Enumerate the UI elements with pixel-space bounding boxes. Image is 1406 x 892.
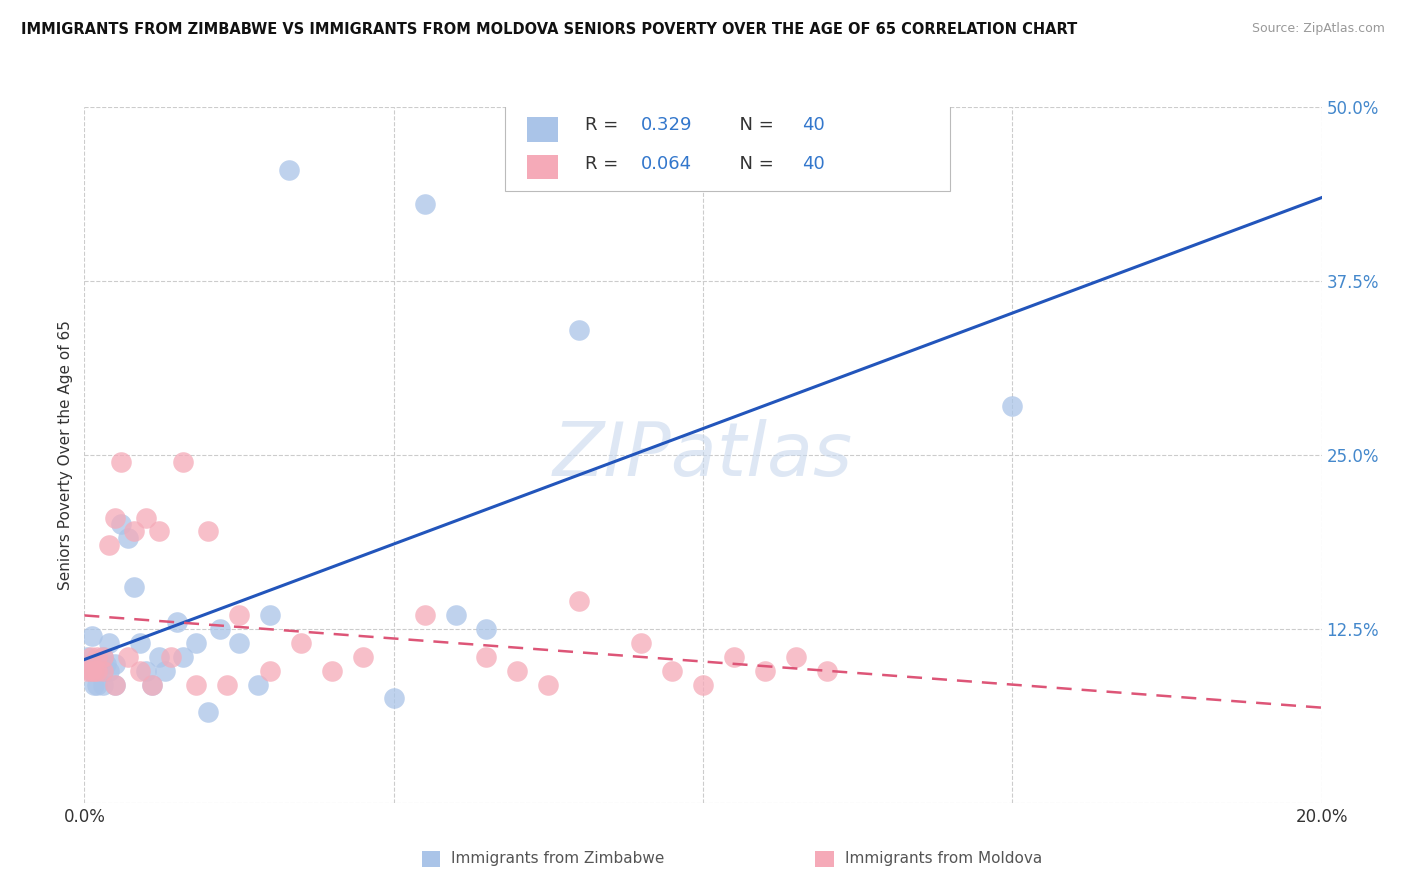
Point	[815, 664, 838, 678]
Point	[129, 636, 152, 650]
FancyBboxPatch shape	[505, 96, 950, 191]
Point	[86, 664, 108, 678]
Text: ZIPatlas: ZIPatlas	[553, 419, 853, 491]
Point	[444, 607, 467, 622]
Point	[122, 524, 145, 539]
Point	[197, 706, 219, 720]
Point	[160, 649, 183, 664]
Text: 40: 40	[801, 155, 825, 173]
Point	[506, 664, 529, 678]
Point	[122, 580, 145, 594]
Point	[86, 677, 108, 691]
Point	[568, 323, 591, 337]
Text: Immigrants from Moldova: Immigrants from Moldova	[845, 852, 1042, 866]
Point	[89, 657, 111, 671]
Point	[166, 615, 188, 629]
Point	[104, 657, 127, 671]
Point	[228, 636, 250, 650]
Point	[630, 636, 652, 650]
Point	[83, 677, 105, 691]
Point	[785, 649, 807, 664]
Text: N =: N =	[728, 116, 779, 134]
Point	[172, 649, 194, 664]
Point	[110, 455, 132, 469]
Point	[91, 664, 114, 678]
Point	[104, 677, 127, 691]
Point	[83, 664, 105, 678]
Point	[148, 649, 170, 664]
Point	[117, 649, 139, 664]
Point	[79, 649, 101, 664]
Point	[104, 510, 127, 524]
Point	[86, 649, 108, 664]
Text: IMMIGRANTS FROM ZIMBABWE VS IMMIGRANTS FROM MOLDOVA SENIORS POVERTY OVER THE AGE: IMMIGRANTS FROM ZIMBABWE VS IMMIGRANTS F…	[21, 22, 1077, 37]
Point	[277, 162, 299, 177]
Point	[184, 636, 207, 650]
Point	[80, 629, 103, 643]
Point	[246, 677, 269, 691]
Text: Source: ZipAtlas.com: Source: ZipAtlas.com	[1251, 22, 1385, 36]
Point	[1001, 399, 1024, 413]
Point	[141, 677, 163, 691]
Point	[141, 677, 163, 691]
Text: N =: N =	[728, 155, 779, 173]
Point	[79, 664, 101, 678]
Point	[104, 677, 127, 691]
Point	[117, 532, 139, 546]
Point	[692, 677, 714, 691]
Point	[661, 664, 683, 678]
Text: 0.329: 0.329	[641, 116, 693, 134]
Point	[352, 649, 374, 664]
Text: 0.064: 0.064	[641, 155, 692, 173]
Point	[172, 455, 194, 469]
Point	[76, 664, 98, 678]
Point	[98, 538, 121, 552]
Point	[153, 664, 176, 678]
Point	[475, 622, 498, 636]
Point	[76, 649, 98, 664]
Point	[184, 677, 207, 691]
Point	[86, 657, 108, 671]
Point	[537, 677, 560, 691]
Point	[197, 524, 219, 539]
Point	[413, 197, 436, 211]
Text: 40: 40	[801, 116, 825, 134]
Point	[86, 664, 108, 678]
Point	[148, 524, 170, 539]
Point	[135, 510, 157, 524]
Point	[723, 649, 745, 664]
Point	[382, 691, 405, 706]
Point	[79, 664, 101, 678]
Point	[228, 607, 250, 622]
Y-axis label: Seniors Poverty Over the Age of 65: Seniors Poverty Over the Age of 65	[58, 320, 73, 590]
Text: Immigrants from Zimbabwe: Immigrants from Zimbabwe	[451, 852, 665, 866]
Point	[475, 649, 498, 664]
Point	[290, 636, 312, 650]
Text: R =: R =	[585, 116, 624, 134]
Point	[91, 664, 114, 678]
Point	[98, 664, 121, 678]
FancyBboxPatch shape	[527, 155, 558, 179]
Point	[568, 594, 591, 608]
Point	[94, 657, 117, 671]
Point	[413, 607, 436, 622]
Point	[754, 664, 776, 678]
Text: R =: R =	[585, 155, 624, 173]
Point	[79, 657, 101, 671]
Point	[259, 664, 281, 678]
Point	[259, 607, 281, 622]
Point	[91, 677, 114, 691]
Point	[110, 517, 132, 532]
FancyBboxPatch shape	[527, 118, 558, 142]
Point	[129, 664, 152, 678]
Point	[321, 664, 343, 678]
Point	[215, 677, 238, 691]
Point	[91, 649, 114, 664]
Point	[98, 636, 121, 650]
Point	[91, 649, 114, 664]
Point	[209, 622, 232, 636]
Point	[135, 664, 157, 678]
